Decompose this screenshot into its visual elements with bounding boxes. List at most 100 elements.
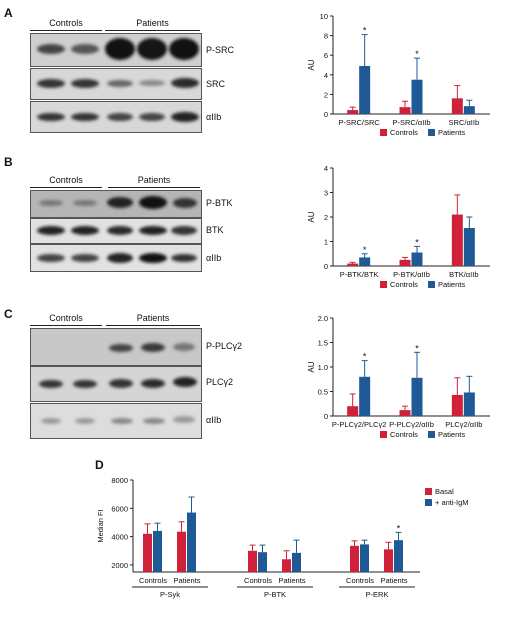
chart-c-category-label: P-PLCγ2/αIIb [389,420,434,429]
chart-b-bar [399,259,411,266]
chart-a-category-label: SRC/αIIb [449,118,480,127]
blot-a-patients-label: Patients [136,18,169,28]
chart-d-bar [282,559,291,572]
chart-d-subcategory-label: Patients [173,576,200,585]
chart-d-bar [292,552,301,572]
chart-d-legend-label: Basal [435,487,454,496]
blot-c-row-2 [30,366,202,402]
chart-d-ytick-label: 6000 [111,504,128,513]
chart-b-category-label: P-BTK/αIIb [393,270,430,279]
chart-b-category-label: P-BTK/BTK [340,270,379,279]
blot-b-row-2 [30,218,202,244]
chart-c-category-label: PLCγ2/αIIb [445,420,482,429]
panel-letter-b: B [4,155,13,169]
chart-d-bar [248,550,257,572]
blot-b-row-1 [30,190,202,218]
chart-c-legend-label: Patients [438,430,465,439]
chart-d-bar [187,512,196,572]
chart-d: 2000 4000 6000 8000 Median FI Controls Patient… [96,476,469,599]
blot-c-controls-line [30,325,102,326]
chart-b-bar [347,263,359,266]
chart-d-ytick-label: 8000 [111,476,128,485]
chart-b-ytick-label: 4 [324,164,328,173]
chart-b-ytick-label: 3 [324,189,328,198]
chart-d-bar [384,549,393,572]
chart-d-legend-swatch [425,499,432,506]
chart-a-bar [411,79,423,114]
chart-a-bar [451,98,463,114]
blot-a-row-3 [30,101,202,133]
chart-d-bar [258,552,267,572]
chart-a-significance: * [363,26,367,36]
chart-b-ylabel: AU [307,211,316,222]
chart-d-subcategory-label: Patients [278,576,305,585]
chart-c-significance: * [415,343,419,353]
blot-b-patients-line [108,187,200,188]
chart-a: 0 2 4 6 8 10 AU * P-SRC/SRC * P-SRC/αIIb SRC/αIIb Co… [307,12,490,137]
chart-a-significance: * [415,49,419,59]
blot-a-controls-line [30,30,102,31]
chart-a-category-label: P-SRC/αIIb [392,118,430,127]
blot-c-row-2-label: PLCγ2 [206,377,234,387]
chart-a-ytick-label: 4 [324,71,328,80]
chart-b-ytick-label: 1 [324,238,328,247]
chart-b-legend-swatch [380,281,387,288]
chart-d-bar [394,540,403,572]
chart-a-bar [359,65,371,114]
chart-b-bar [463,228,475,266]
blot-c-patients-label: Patients [136,313,170,323]
chart-a-legend-swatch [380,129,387,136]
chart-c-ytick-label: 1.0 [318,363,328,372]
chart-c-bar [359,376,371,416]
chart-d-ylabel: Median FI [96,509,105,542]
chart-d-group-label: P-ERK [366,590,389,599]
blot-c-controls-label: Controls [49,313,83,323]
chart-d-legend-label: + anti-IgM [435,498,469,507]
chart-c-category-label: P-PLCγ2/PLCγ2 [332,420,387,429]
blot-a-patients-line [105,30,200,31]
chart-a-legend-label: Patients [438,128,465,137]
blot-c-row-1 [30,328,202,366]
chart-d-bar [177,531,186,572]
chart-c-bar [451,394,463,416]
blot-a-row-2 [30,68,202,100]
chart-d-group-label: P-BTK [264,590,286,599]
chart-b-legend-label: Controls [390,280,418,289]
chart-d-bar [153,530,162,572]
blot-b-patients-label: Patients [137,175,171,185]
chart-a-ytick-label: 6 [324,51,328,60]
chart-c-legend-swatch [380,431,387,438]
chart-c-legend-swatch [428,431,435,438]
chart-c-bar [347,406,359,416]
chart-d-ytick-label: 2000 [111,561,128,570]
chart-c-ytick-label: 2.0 [318,314,328,323]
chart-b-bar [411,252,423,266]
chart-a-bar [399,107,411,114]
blot-c-row-3 [30,403,202,439]
chart-b-legend-label: Patients [438,280,465,289]
chart-d-subcategory-label: Patients [380,576,407,585]
chart-c-bar [399,410,411,416]
chart-d-subcategory-label: Controls [139,576,167,585]
chart-c-ylabel: AU [307,361,316,372]
chart-b: 0 1 2 3 4 AU * P-BTK/BTK * P-BTK/αIIb BTK/αIIb Cont… [307,164,490,289]
chart-a-ytick-label: 10 [320,12,328,21]
chart-d-bar [360,544,369,572]
chart-a-ytick-label: 8 [324,32,328,41]
chart-b-ytick-label: 2 [324,213,328,222]
chart-d-subcategory-label: Controls [244,576,272,585]
chart-c-ytick-label: 0.5 [318,388,328,397]
chart-c-bar [411,377,423,416]
chart-c-ytick-label: 0 [324,412,328,421]
blot-b-row-3-label: αIIb [206,253,222,263]
blot-a-controls-label: Controls [49,18,83,28]
panel-letter-c: C [4,307,13,321]
blot-b-row-2-label: BTK [206,225,224,235]
blot-a-row-2-label: SRC [206,79,226,89]
chart-d-significance: * [397,523,401,533]
blot-c-patients-line [106,325,200,326]
chart-a-ylabel: AU [307,59,316,70]
chart-d-bar [143,533,152,572]
chart-c-significance: * [363,352,367,362]
chart-c: 0 0.5 1.0 1.5 2.0 AU * P-PLCγ2/PLCγ2 * P-PLCγ2/αI… [307,314,490,439]
